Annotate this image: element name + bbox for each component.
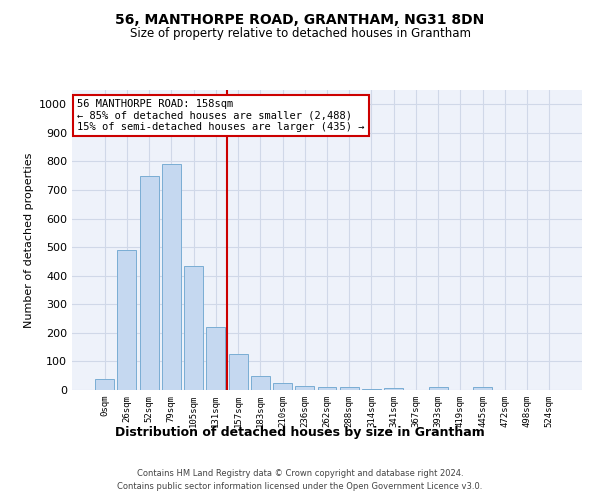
Bar [184, 266, 203, 390]
Text: Contains HM Land Registry data © Crown copyright and database right 2024.: Contains HM Land Registry data © Crown c… [137, 468, 463, 477]
Bar [473, 387, 492, 390]
Bar [251, 376, 270, 390]
Bar [273, 383, 292, 390]
Bar [229, 354, 248, 390]
Bar [340, 387, 359, 390]
Bar [429, 387, 448, 390]
Bar [140, 176, 158, 390]
Text: 56, MANTHORPE ROAD, GRANTHAM, NG31 8DN: 56, MANTHORPE ROAD, GRANTHAM, NG31 8DN [115, 12, 485, 26]
Text: 56 MANTHORPE ROAD: 158sqm
← 85% of detached houses are smaller (2,488)
15% of se: 56 MANTHORPE ROAD: 158sqm ← 85% of detac… [77, 99, 365, 132]
Bar [95, 378, 114, 390]
Bar [295, 386, 314, 390]
Text: Distribution of detached houses by size in Grantham: Distribution of detached houses by size … [115, 426, 485, 439]
Bar [362, 388, 381, 390]
Bar [317, 387, 337, 390]
Bar [118, 250, 136, 390]
Text: Contains public sector information licensed under the Open Government Licence v3: Contains public sector information licen… [118, 482, 482, 491]
Y-axis label: Number of detached properties: Number of detached properties [23, 152, 34, 328]
Bar [162, 164, 181, 390]
Text: Size of property relative to detached houses in Grantham: Size of property relative to detached ho… [130, 28, 470, 40]
Bar [384, 388, 403, 390]
Bar [206, 327, 225, 390]
